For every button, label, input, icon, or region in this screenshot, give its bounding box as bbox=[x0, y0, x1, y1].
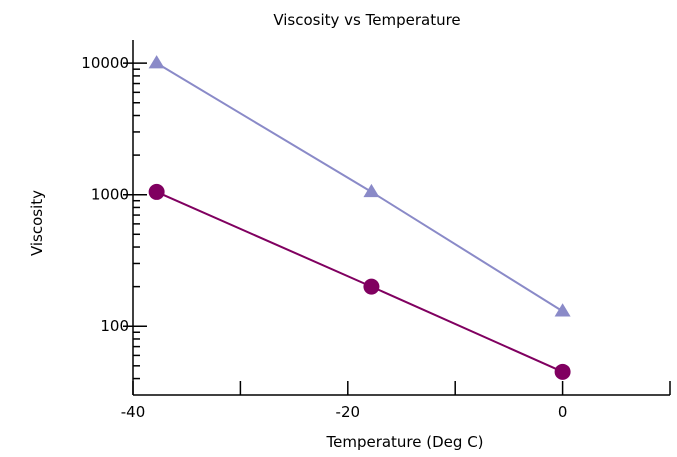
series-2-circle-marker bbox=[363, 278, 380, 295]
axes: -40 -20 0 100 1000 10000 bbox=[81, 40, 671, 421]
series-1-triangle-marker bbox=[554, 303, 571, 317]
chart-title: Viscosity vs Temperature bbox=[273, 11, 460, 29]
y-tick-label: 10000 bbox=[81, 54, 129, 72]
series-1-triangle-marker bbox=[148, 55, 165, 69]
x-tick-label: -40 bbox=[121, 403, 146, 421]
series-1-line bbox=[156, 62, 564, 313]
series-2-circle-marker bbox=[554, 363, 571, 380]
y-tick-label: 1000 bbox=[91, 186, 129, 204]
y-tick-label: 100 bbox=[100, 317, 129, 335]
series-layer bbox=[148, 55, 571, 380]
y-axis-label: Viscosity bbox=[28, 190, 46, 256]
x-tick-label: 0 bbox=[558, 403, 568, 421]
x-axis-label: Temperature (Deg C) bbox=[325, 433, 483, 451]
series-2-line bbox=[156, 190, 564, 373]
x-tick-label: -20 bbox=[336, 403, 361, 421]
series-2-circle-marker bbox=[148, 183, 165, 200]
series-1-triangle-marker bbox=[363, 183, 380, 198]
